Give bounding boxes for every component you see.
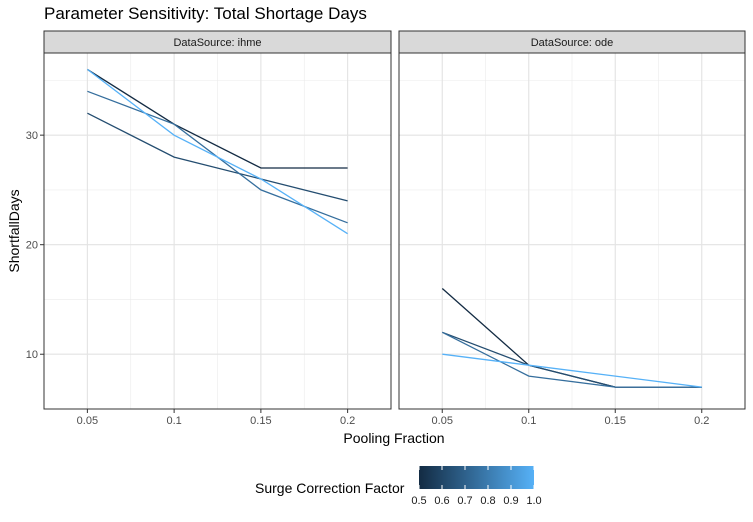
x-tick-label: 0.2 <box>340 415 355 427</box>
legend-ticks: 0.5 0.6 0.7 0.8 0.9 1.0 <box>411 466 542 507</box>
y-tick-label: 10 <box>26 349 38 361</box>
strip-label-ode: DataSource: ode <box>531 37 614 49</box>
x-axis-ode: 0.05 0.1 0.15 0.2 <box>432 409 709 427</box>
legend-tick-label: 0.8 <box>480 495 495 507</box>
legend-tick-label: 0.5 <box>411 495 426 507</box>
series-line-ihme-2 <box>87 112 348 202</box>
panel-border-ode <box>398 52 746 410</box>
legend: Surge Correction Factor 0.5 0.6 0.7 0.8 0.9 1… <box>255 466 542 507</box>
x-tick-label: 0.15 <box>605 415 626 427</box>
strip-label-ihme: DataSource: ihme <box>173 37 261 49</box>
x-tick-label: 0.2 <box>694 415 709 427</box>
series-lines-ode <box>441 288 702 388</box>
x-tick-label: 0.05 <box>432 415 453 427</box>
legend-colorbar <box>419 466 534 489</box>
x-tick-label: 0.1 <box>166 415 181 427</box>
series-line-ode-4 <box>442 353 702 388</box>
x-axis-ihme: 0.05 0.1 0.15 0.2 <box>77 409 355 427</box>
legend-tick-label: 1.0 <box>526 495 541 507</box>
series-line-ode-3 <box>442 331 702 388</box>
x-axis-title: Pooling Fraction <box>343 430 444 446</box>
panel-ode: DataSource: ode 0.05 0.1 0.15 0.2 <box>398 30 746 427</box>
gridlines-ihme <box>44 53 391 410</box>
chart-title: Parameter Sensitivity: Total Shortage Da… <box>44 4 367 23</box>
y-tick-label: 20 <box>26 240 38 252</box>
legend-tick-label: 0.9 <box>503 495 518 507</box>
panel-ihme: DataSource: ihme 0.05 0.1 0.15 0.2 <box>43 30 392 427</box>
x-tick-label: 0.1 <box>521 415 536 427</box>
y-axis-title: ShortfallDays <box>6 189 22 272</box>
legend-title: Surge Correction Factor <box>255 480 405 496</box>
x-tick-label: 0.05 <box>77 415 98 427</box>
x-tick-label: 0.15 <box>250 415 271 427</box>
series-lines-ihme <box>87 68 348 235</box>
y-axis: 10 20 30 <box>26 130 44 361</box>
series-line-ihme-1 <box>87 68 348 169</box>
legend-tick-label: 0.6 <box>434 495 449 507</box>
series-line-ihme-4 <box>87 68 348 235</box>
y-tick-label: 30 <box>26 130 38 142</box>
legend-tick-label: 0.7 <box>457 495 472 507</box>
panel-border-ihme <box>43 52 392 410</box>
